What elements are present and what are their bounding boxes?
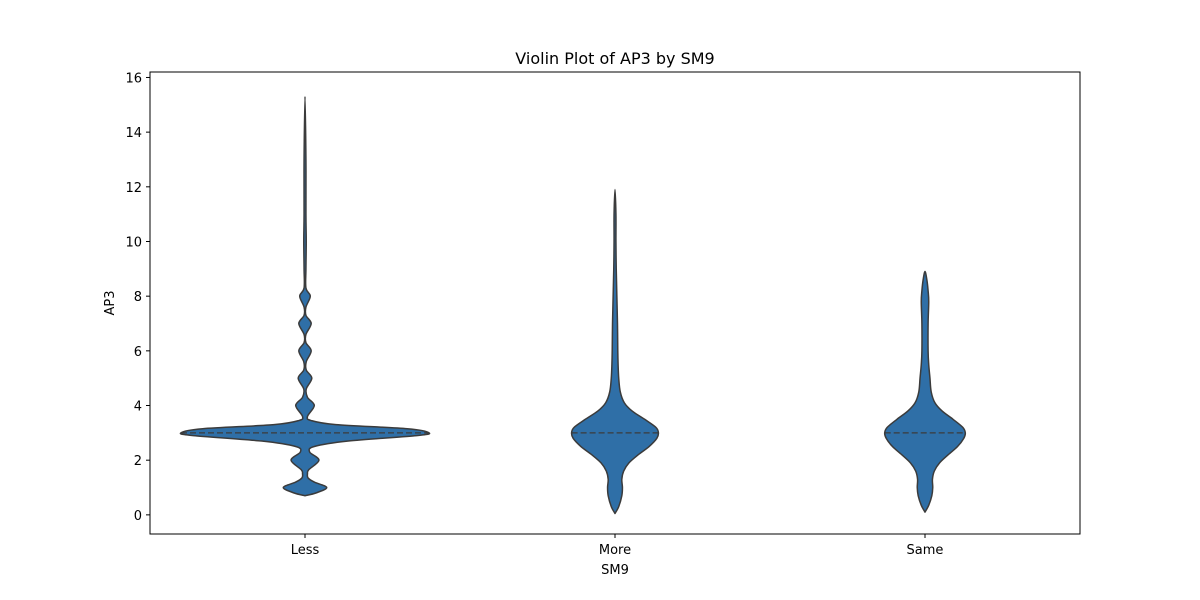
plot-area-frame [149, 71, 1081, 535]
x-axis-label: SM9 [601, 563, 629, 578]
y-axis-label: AP3 [103, 290, 118, 315]
y-tick-label: 6 [134, 345, 142, 360]
y-tick-label: 0 [134, 509, 142, 524]
y-tick-label: 12 [125, 181, 142, 196]
violin-body-same [883, 270, 967, 513]
x-tick-label: Less [291, 543, 320, 558]
y-tick-label: 16 [125, 71, 142, 86]
y-tick-label: 8 [134, 290, 142, 305]
ticks-layer: 0 2 4 6 8 10 12 14 16 Less More Same [125, 71, 943, 558]
violins-layer [179, 95, 967, 515]
x-tick-label: Same [907, 543, 944, 558]
y-tick-label: 10 [125, 235, 142, 250]
y-tick-label: 4 [134, 400, 142, 415]
chart-title: Violin Plot of AP3 by SM9 [515, 49, 714, 68]
x-tick-label: More [599, 543, 631, 558]
y-tick-label: 2 [134, 454, 142, 469]
y-tick-label: 14 [125, 126, 142, 141]
violin-body-less [179, 95, 431, 497]
